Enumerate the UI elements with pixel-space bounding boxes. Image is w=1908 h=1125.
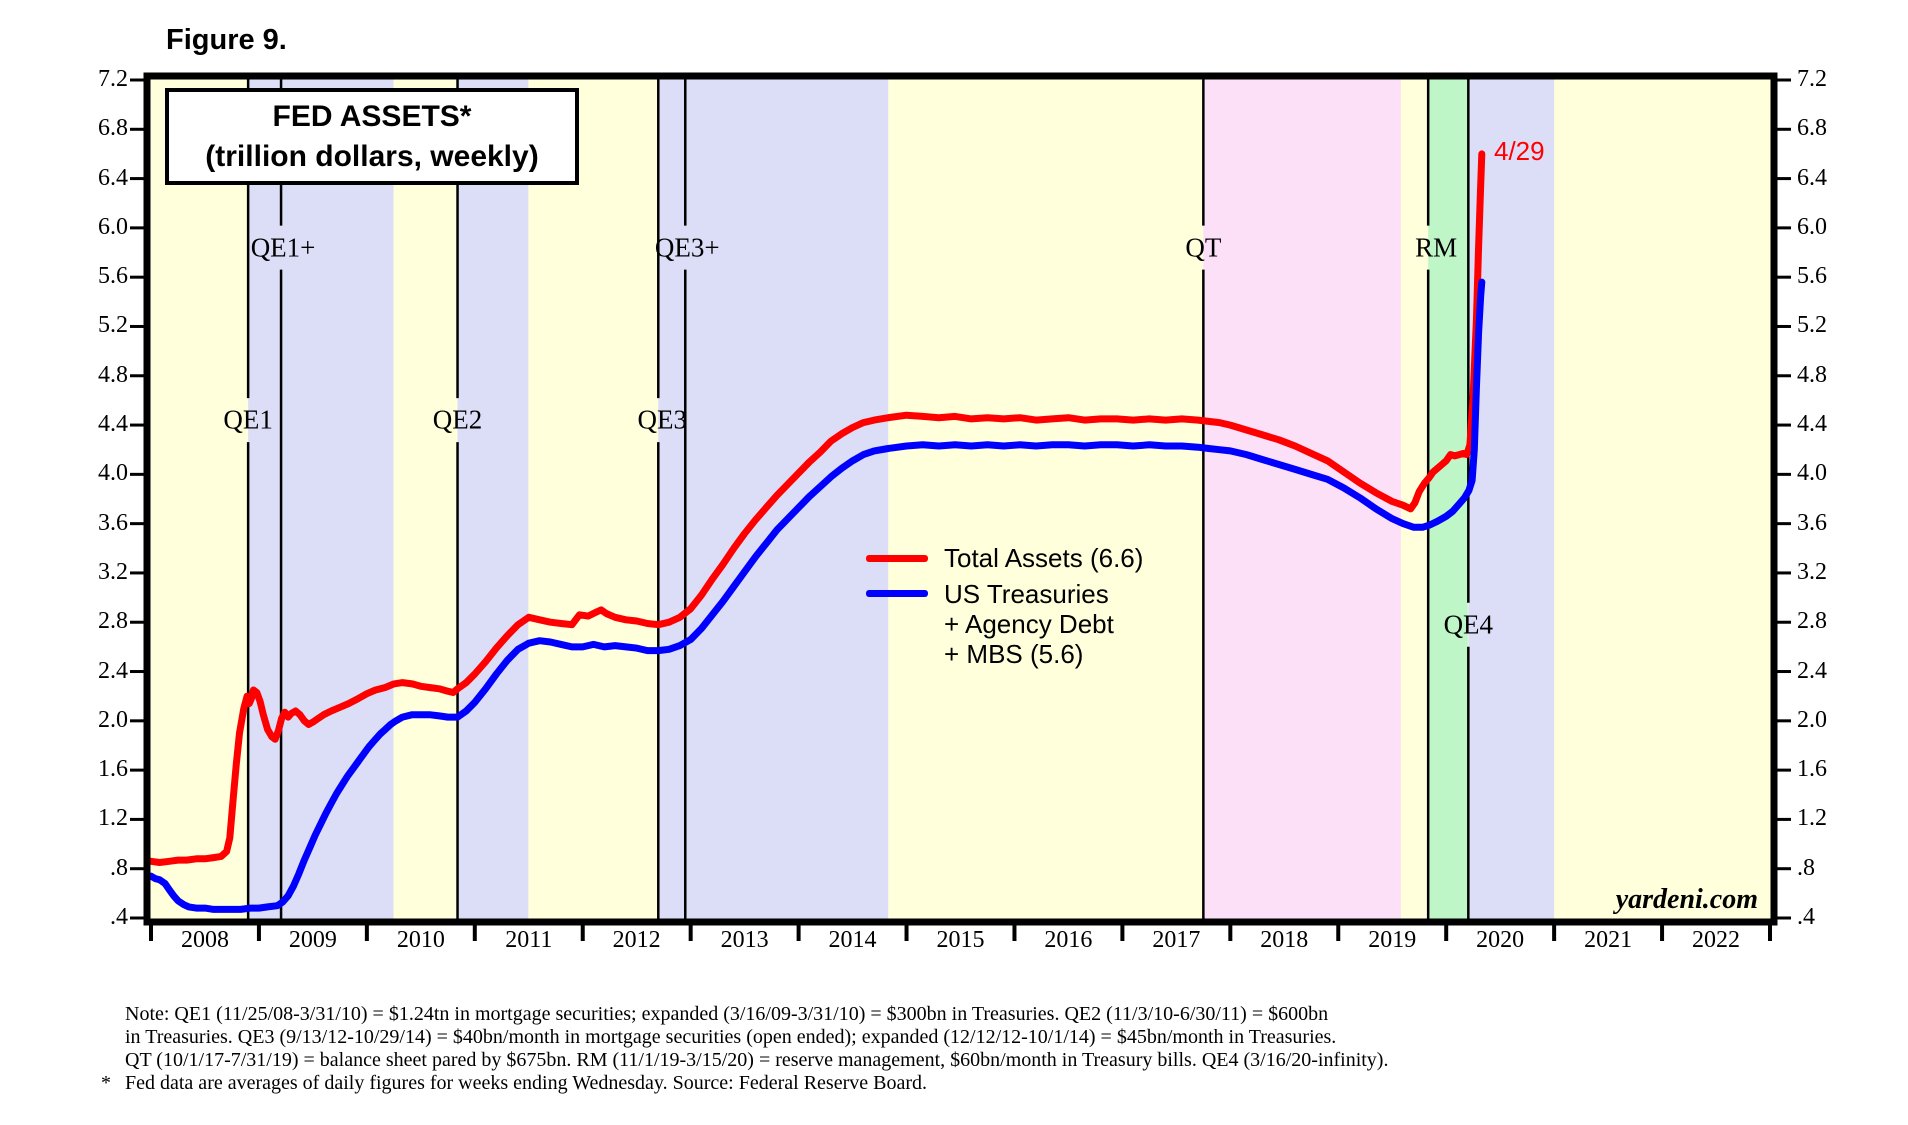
y-axis-label-left: 6.8 [98, 115, 128, 142]
y-axis-label-right: 5.2 [1797, 312, 1827, 339]
x-axis-year-label: 2013 [720, 927, 769, 953]
footnote-block: Note: QE1 (11/25/08-3/31/10) = $1.24tn i… [125, 1003, 1388, 1095]
footnote-line: in Treasuries. QE3 (9/13/12-10/29/14) = … [125, 1026, 1337, 1048]
y-axis-label-left: 4.8 [98, 361, 128, 388]
yardeni-watermark: yardeni.com [1615, 884, 1758, 915]
band-label-qt: QT [1185, 232, 1222, 263]
x-axis-year-label: 2014 [828, 927, 877, 953]
x-axis-year-label: 2016 [1044, 927, 1093, 953]
y-axis-label-right: 6.4 [1797, 164, 1827, 191]
band-qt [1203, 79, 1401, 919]
band-qe2 [457, 79, 529, 919]
x-axis-year-label: 2010 [396, 927, 445, 953]
y-axis-label-right: 4.0 [1797, 460, 1827, 487]
x-axis-year-label: 2012 [612, 927, 661, 953]
x-axis-year-label: 2008 [180, 927, 229, 953]
y-axis-label-right: 3.6 [1797, 509, 1827, 536]
y-axis-label-right: 7.2 [1797, 66, 1827, 92]
legend-label-total-assets: Total Assets (6.6) [944, 543, 1144, 573]
y-axis-label-left: 6.0 [98, 213, 128, 240]
x-axis-year-label: 2015 [936, 927, 985, 953]
y-axis-label-right: 6.0 [1797, 213, 1827, 240]
band-label-qe2: QE2 [432, 404, 483, 435]
x-axis-year-label: 2009 [288, 927, 337, 953]
y-axis-label-left: 5.2 [98, 312, 128, 339]
footnote-line: Note: QE1 (11/25/08-3/31/10) = $1.24tn i… [125, 1003, 1329, 1025]
chart-subtitle: (trillion dollars, weekly) [205, 139, 539, 173]
x-axis-year-label: 2021 [1584, 927, 1633, 953]
y-axis-label-right: 5.6 [1797, 263, 1827, 290]
y-axis-label-left: 4.0 [98, 460, 128, 487]
band-label-qe4: QE4 [1443, 609, 1494, 640]
y-axis-label-left: 2.0 [98, 706, 128, 733]
footnote-asterisk: * [101, 1072, 111, 1094]
y-axis-label-left: 1.6 [98, 756, 128, 783]
y-axis-label-left: 4.4 [98, 411, 128, 438]
y-axis-label-right: 3.2 [1797, 558, 1827, 585]
figure-number-label: Figure 9. [166, 24, 287, 56]
y-axis-label-left: 7.2 [98, 66, 128, 92]
legend-label-treasuries-line2: + Agency Debt [944, 609, 1114, 639]
y-axis-label-left: .8 [110, 854, 128, 881]
y-axis-label-right: 2.4 [1797, 657, 1827, 684]
y-axis-label-right: 1.6 [1797, 756, 1827, 783]
footnote-line: Fed data are averages of daily figures f… [125, 1072, 927, 1094]
x-axis-year-label: 2019 [1368, 927, 1417, 953]
y-axis-label-right: 6.8 [1797, 115, 1827, 142]
y-axis-label-right: 4.4 [1797, 411, 1827, 438]
y-axis-label-right: 2.8 [1797, 608, 1827, 635]
band-label-qe3plus: QE3+ [654, 232, 720, 263]
x-axis-year-label: 2018 [1260, 927, 1309, 953]
total-assets-line [147, 150, 1486, 866]
chart-title: FED ASSETS* [272, 99, 472, 133]
legend-item-total-assets: Total Assets (6.6) [866, 543, 1143, 573]
x-axis-year-label: 2022 [1692, 927, 1741, 953]
band-label-rm: RM [1415, 232, 1458, 263]
legend-label-treasuries: US Treasuries + Agency Debt + MBS (5.6) [944, 579, 1114, 669]
y-axis-label-left: 1.2 [98, 805, 128, 832]
x-axis-year-label: 2020 [1476, 927, 1525, 953]
y-axis-label-left: 3.2 [98, 558, 128, 585]
treasuries-line [147, 278, 1486, 913]
total-assets-line-swatch [866, 554, 928, 562]
legend-item-treasuries: US Treasuries + Agency Debt + MBS (5.6) [866, 579, 1143, 669]
legend: Total Assets (6.6) US Treasuries + Agenc… [866, 543, 1143, 675]
treasuries-line-swatch [866, 590, 928, 597]
y-axis-label-left: 2.4 [98, 657, 128, 684]
y-axis-label-right: .8 [1797, 854, 1815, 881]
y-axis-label-left: .4 [110, 904, 128, 930]
y-axis-label-right: 4.8 [1797, 361, 1827, 388]
plot-border [143, 72, 1778, 926]
legend-label-treasuries-line1: US Treasuries [944, 579, 1109, 609]
y-axis-label-right: 1.2 [1797, 805, 1827, 832]
y-axis-label-left: 6.4 [98, 164, 128, 191]
band-qe1 [248, 79, 394, 919]
y-axis-label-right: 2.0 [1797, 706, 1827, 733]
y-axis-label-left: 5.6 [98, 263, 128, 290]
band-label-qe1plus: QE1+ [250, 232, 316, 263]
x-axis-year-label: 2011 [505, 927, 553, 953]
last-point-date-annotation: 4/29 [1494, 136, 1545, 166]
band-label-qe1: QE1 [223, 404, 273, 435]
axis-ticks [130, 78, 1791, 941]
footnote-line: QT (10/1/17-7/31/19) = balance sheet par… [125, 1049, 1389, 1071]
y-axis-label-left: 2.8 [98, 608, 128, 635]
y-axis-label-left: 3.6 [98, 509, 128, 536]
band-label-qe3: QE3 [637, 404, 688, 435]
chart-title-box: FED ASSETS* (trillion dollars, weekly) [165, 88, 579, 185]
legend-label-treasuries-line3: + MBS (5.6) [944, 639, 1084, 669]
y-axis-label-right: .4 [1797, 904, 1815, 930]
x-axis-year-label: 2017 [1152, 927, 1201, 953]
